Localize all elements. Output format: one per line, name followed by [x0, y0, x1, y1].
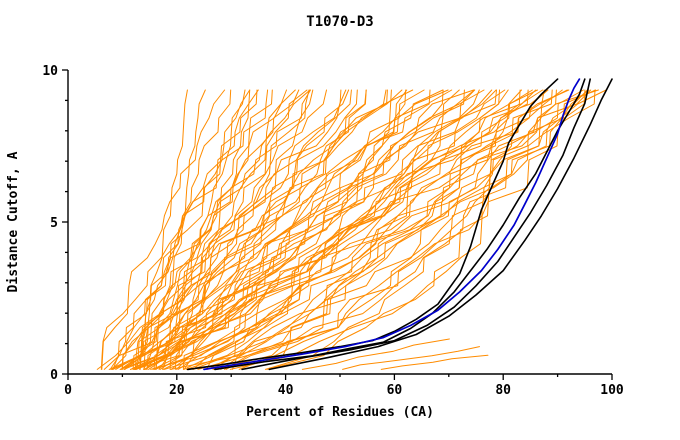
ensemble-curve	[264, 89, 522, 370]
ensemble-curve	[169, 89, 465, 370]
ensemble-curve	[192, 89, 584, 370]
axes	[62, 69, 613, 380]
ensemble-curve	[135, 89, 342, 370]
ensemble-curve	[108, 89, 310, 370]
ensemble-curve	[103, 89, 358, 370]
ensemble-curve	[146, 89, 449, 370]
ensemble-curve	[119, 89, 475, 370]
ensemble-curve	[212, 89, 596, 370]
ensemble-curve	[150, 89, 480, 370]
ensemble-curve	[100, 89, 269, 370]
ensemble-curve	[121, 89, 300, 370]
ensemble-curve	[207, 89, 568, 370]
ensemble-curve	[120, 89, 367, 370]
chart-title: T1070-D3	[306, 14, 373, 30]
x-tick-label: 40	[278, 383, 294, 398]
ensemble-curve	[301, 338, 450, 370]
y-tick-label: 5	[50, 216, 58, 231]
ensemble-curve	[101, 89, 226, 370]
y-tick-label: 10	[42, 64, 58, 79]
ensemble-curve	[143, 89, 287, 370]
tick-labels: 0 20 40 60 80 100 0 5 10	[42, 64, 624, 398]
ensemble-curve	[158, 89, 485, 370]
ensemble-curve	[143, 89, 188, 370]
ensemble-curve	[170, 89, 497, 370]
ensemble-curve	[96, 89, 327, 370]
ensemble-curve	[144, 89, 570, 370]
y-tick-label: 0	[50, 368, 58, 383]
ensemble-curve	[182, 89, 549, 370]
y-axis-label: Distance Cutoff, A	[6, 151, 21, 292]
ensemble-curve	[124, 89, 352, 370]
x-tick-label: 0	[64, 383, 72, 398]
highlight-curve-line	[203, 78, 581, 371]
ensemble-curve	[109, 89, 251, 370]
x-tick-label: 60	[387, 383, 403, 398]
ensemble-curve	[145, 89, 387, 370]
ensemble-curve	[342, 346, 480, 370]
ensemble-curve	[185, 89, 392, 370]
ensemble-curve	[220, 89, 597, 370]
ensemble-curve	[132, 89, 497, 370]
x-tick-label: 100	[600, 383, 624, 398]
ensemble-curve	[197, 89, 557, 370]
ensemble-curve	[183, 89, 509, 370]
ensemble-curve	[229, 89, 586, 370]
ensemble-curve-lines	[96, 89, 607, 370]
ensemble-curve	[238, 89, 500, 370]
reference-curve	[186, 78, 559, 371]
ensemble-curve	[216, 89, 590, 370]
ensemble-curve	[139, 89, 311, 370]
x-axis-label: Percent of Residues (CA)	[246, 405, 434, 420]
ensemble-curve	[225, 89, 460, 370]
ensemble-curve	[380, 354, 489, 370]
reference-curve	[268, 78, 613, 371]
ensemble-curve	[111, 89, 258, 370]
reference-curve	[241, 78, 592, 371]
ensemble-curve	[134, 89, 414, 370]
ensemble-curve	[155, 89, 308, 370]
ensemble-curve	[170, 89, 529, 370]
x-tick-label: 20	[169, 383, 185, 398]
ensemble-curve	[135, 89, 493, 370]
x-tick-label: 80	[495, 383, 511, 398]
highlight-curve	[203, 78, 581, 371]
ensemble-curve	[183, 89, 599, 370]
